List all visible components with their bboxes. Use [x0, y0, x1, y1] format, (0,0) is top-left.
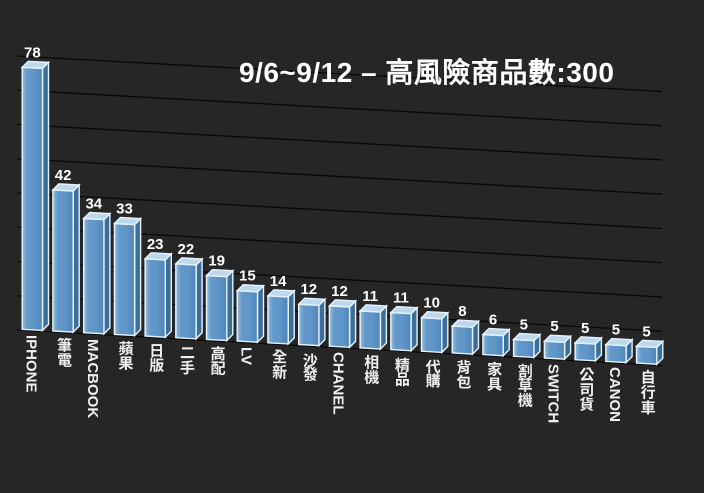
svg-text:23: 23	[147, 236, 164, 253]
svg-text:33: 33	[116, 201, 133, 218]
svg-text:9/6~9/12 – 高風險商品數:300: 9/6~9/12 – 高風險商品數:300	[239, 56, 614, 88]
svg-text:10: 10	[423, 295, 440, 312]
svg-text:14: 14	[270, 273, 287, 290]
svg-text:11: 11	[362, 288, 378, 305]
svg-text:15: 15	[239, 268, 256, 285]
svg-text:78: 78	[24, 44, 41, 61]
svg-text:22: 22	[178, 241, 195, 258]
svg-text:19: 19	[208, 253, 225, 270]
svg-text:5: 5	[550, 318, 558, 335]
svg-text:6: 6	[489, 312, 497, 329]
svg-text:5: 5	[642, 323, 650, 340]
svg-text:11: 11	[393, 290, 409, 307]
svg-text:5: 5	[612, 322, 620, 339]
svg-text:34: 34	[85, 196, 102, 213]
svg-text:42: 42	[55, 167, 72, 184]
svg-text:8: 8	[458, 303, 466, 320]
svg-text:12: 12	[331, 283, 348, 300]
svg-text:5: 5	[520, 317, 528, 334]
svg-text:12: 12	[300, 281, 317, 298]
svg-text:5: 5	[581, 320, 589, 337]
